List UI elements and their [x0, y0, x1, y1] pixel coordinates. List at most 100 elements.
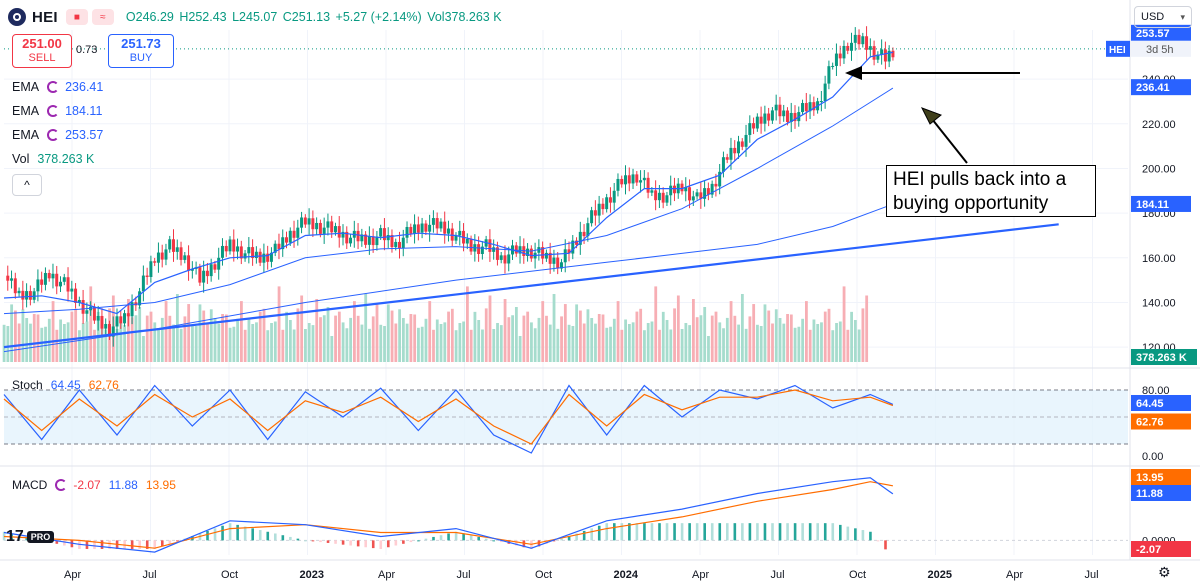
macd-hist-bar [643, 523, 646, 541]
sell-button[interactable]: 251.00 SELL [12, 34, 72, 68]
collapse-legend-button[interactable]: ^ [12, 174, 42, 196]
indicator-value: 184.11 [65, 104, 103, 118]
candle-body [416, 224, 420, 233]
stoch-legend[interactable]: Stoch 64.45 62.76 [12, 378, 119, 392]
candle-body [876, 54, 880, 60]
volume-bar [473, 311, 477, 362]
macd-hist-bar [266, 531, 270, 541]
volume-bar [793, 327, 797, 362]
macd-legend[interactable]: MACD -2.07 11.88 13.95 [12, 478, 176, 492]
macd-hist-bar [145, 540, 149, 549]
macd-hist-bar [168, 540, 172, 544]
callout-line-2: buying opportunity [893, 193, 1049, 214]
volume-bar [503, 299, 507, 362]
volume-bar [285, 311, 288, 362]
volume-bar [703, 307, 707, 362]
candle-body [819, 101, 823, 103]
volume-bar [330, 336, 334, 362]
macd-hist-bar [25, 536, 28, 541]
volume-bar [725, 317, 729, 362]
candle-body [32, 291, 36, 300]
candle-body [303, 217, 307, 225]
macd-line [3, 477, 894, 553]
volume-bar [379, 324, 383, 362]
candle-body [563, 249, 567, 263]
macd-hist-bar [590, 528, 593, 541]
candle-body [25, 291, 29, 300]
volume-bar [533, 328, 537, 362]
candle-body [590, 210, 594, 224]
candle-body [70, 288, 74, 292]
macd-hist-bar [477, 536, 480, 541]
volume-bar [748, 316, 752, 362]
volume-bar [597, 314, 601, 362]
macd-hist-label-bg [1131, 541, 1191, 557]
buy-label: BUY [129, 52, 153, 64]
macd-hist-bar [718, 523, 722, 541]
macd-hist-bar [635, 523, 639, 541]
indicator-ema-1[interactable]: EMA 236.41 [12, 80, 103, 94]
candle-body [179, 247, 183, 260]
volume-bar [680, 329, 684, 362]
candle-body [409, 226, 413, 234]
macd-hist-bar [710, 523, 714, 541]
indicator-name: EMA [12, 104, 40, 118]
buy-button[interactable]: 251.73 BUY [108, 34, 174, 68]
x-tick-label: Oct [849, 569, 866, 581]
volume-bar [337, 311, 341, 362]
stoch-d-label-bg [1131, 413, 1191, 430]
indicator-ema-2[interactable]: EMA 184.11 [12, 104, 102, 118]
volume-bar [319, 317, 322, 362]
volume-bar [194, 326, 198, 362]
indicator-volume[interactable]: Vol 378.263 K [12, 152, 94, 166]
volume-bar [409, 314, 413, 362]
candle-body [503, 255, 507, 264]
volume-bar [514, 307, 518, 362]
volume-bar [17, 323, 21, 362]
candle-body [330, 221, 334, 233]
candle-body [492, 247, 496, 252]
currency-select[interactable]: USD ▾ [1134, 6, 1192, 28]
x-tick-label: Apr [692, 569, 709, 581]
candle-body [43, 272, 47, 285]
gear-icon[interactable]: ⚙ [1158, 564, 1171, 580]
candle-body [277, 243, 281, 250]
volume-bar [311, 325, 315, 362]
macd-hist-bar [793, 523, 797, 541]
candle-body [258, 251, 262, 263]
candle-body [559, 262, 563, 269]
volume-bar [450, 308, 454, 362]
candle-body [153, 261, 157, 263]
candle-body [262, 253, 266, 263]
volume-bar [812, 319, 816, 362]
candle-body [469, 238, 473, 252]
macd-hist-bar [424, 538, 428, 541]
macd-hist-bar [515, 540, 518, 546]
macd-hist-bar [356, 540, 360, 547]
volume-bar [545, 315, 548, 362]
volume-bar [213, 318, 217, 362]
volume-bar [616, 301, 620, 362]
ema-short-line [3, 51, 894, 315]
macd-hist-bar [605, 523, 609, 541]
volume-bar [273, 321, 277, 362]
candle-body [209, 264, 213, 277]
symbol-name[interactable]: HEI [32, 8, 58, 26]
volume-bar [191, 324, 194, 362]
candle-body [164, 249, 168, 260]
macd-hist-bar [726, 523, 729, 541]
sell-label: SELL [28, 52, 56, 64]
volume-bar [740, 294, 744, 362]
macd-hist-bar [597, 525, 601, 541]
indicator-ema-3[interactable]: EMA 253.57 [12, 128, 103, 142]
macd-hist-bar [153, 540, 157, 549]
candle-body [748, 123, 752, 135]
volume-bar [172, 324, 175, 362]
candle-body [119, 316, 123, 324]
volume-bar [187, 304, 191, 362]
macd-hist-bar [387, 540, 390, 548]
volume-bar [149, 311, 153, 362]
candle-body [138, 291, 142, 306]
candle-body [36, 279, 40, 292]
